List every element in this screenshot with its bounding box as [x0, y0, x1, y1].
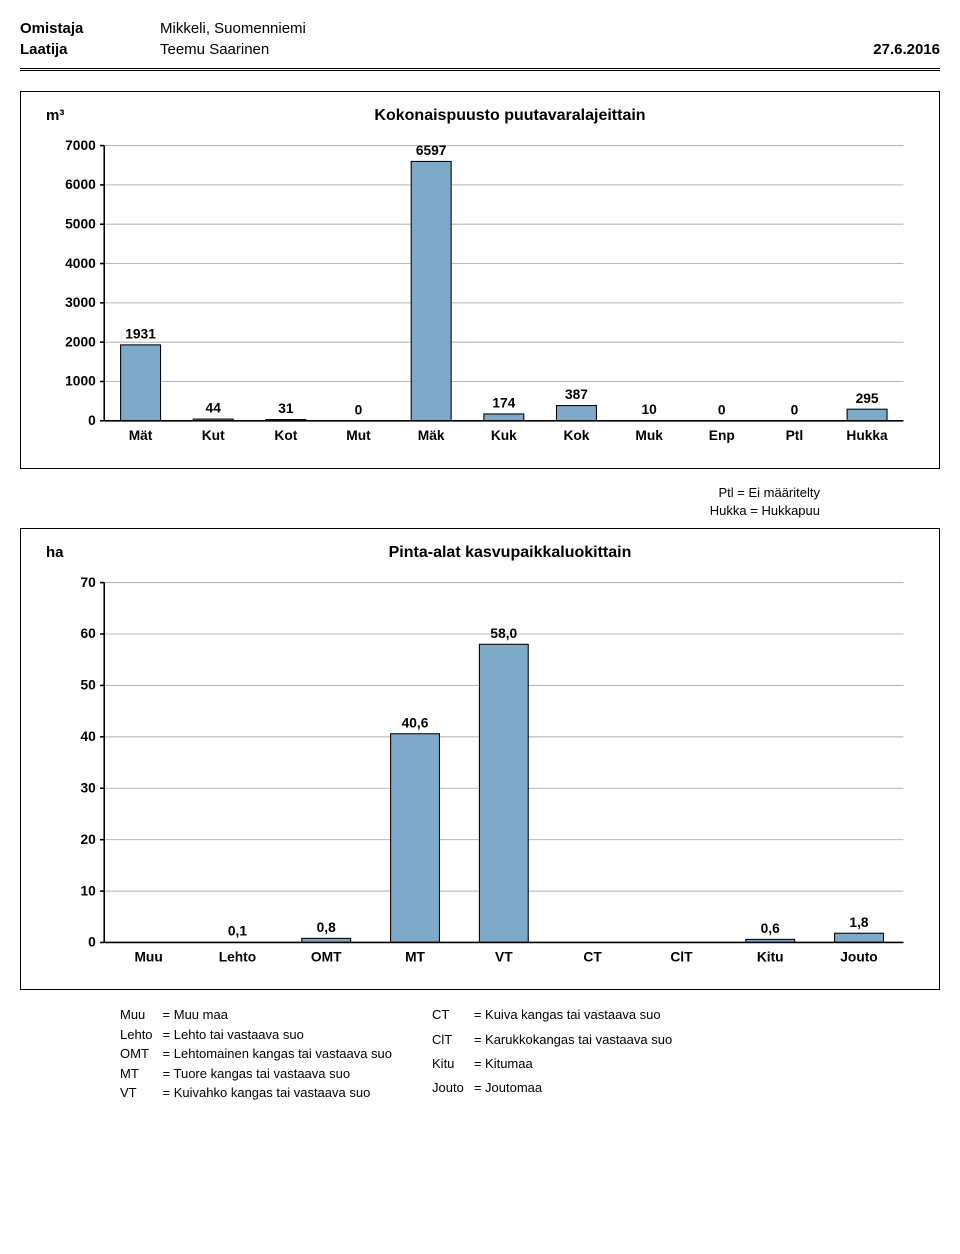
svg-text:5000: 5000 — [65, 216, 96, 231]
svg-text:1931: 1931 — [125, 327, 156, 342]
svg-text:10: 10 — [80, 883, 96, 898]
header-date: 27.6.2016 — [873, 41, 940, 58]
svg-text:Mut: Mut — [346, 428, 371, 443]
chart1-box: m³ Kokonaispuusto puutavaralajeittain 0 1… — [20, 91, 940, 469]
svg-text:Mäk: Mäk — [418, 428, 445, 443]
owner-label: Omistaja — [20, 20, 160, 37]
svg-text:70: 70 — [80, 575, 96, 590]
svg-text:30: 30 — [80, 780, 96, 795]
notes-block: Ptl = Ei määritelty Hukka = Hukkapuu — [20, 484, 940, 520]
svg-text:4000: 4000 — [65, 256, 96, 271]
legend-value: = Tuore kangas tai vastaava suo — [163, 1064, 392, 1084]
svg-text:58,0: 58,0 — [490, 626, 517, 641]
legend-key: CT — [432, 1005, 464, 1029]
legend-key: MT — [120, 1064, 153, 1084]
svg-text:1,8: 1,8 — [849, 915, 868, 930]
svg-text:ClT: ClT — [670, 949, 693, 964]
svg-text:295: 295 — [856, 391, 879, 406]
svg-text:Ptl: Ptl — [786, 428, 804, 443]
chart1-title: Kokonaispuusto puutavaralajeittain — [106, 107, 914, 125]
svg-text:0: 0 — [791, 402, 799, 417]
note-line2: Hukka = Hukkapuu — [20, 502, 820, 520]
svg-text:0,6: 0,6 — [761, 921, 780, 936]
header-row-author: Laatija Teemu Saarinen 27.6.2016 — [20, 41, 940, 58]
chart2-unit: ha — [46, 544, 106, 561]
svg-text:OMT: OMT — [311, 949, 342, 964]
svg-text:Kot: Kot — [274, 428, 297, 443]
legend-key: Lehto — [120, 1025, 153, 1045]
legend-key: Jouto — [432, 1078, 464, 1102]
author-value: Teemu Saarinen — [160, 41, 269, 58]
svg-text:Muk: Muk — [635, 428, 663, 443]
chart1-title-row: m³ Kokonaispuusto puutavaralajeittain — [46, 107, 914, 125]
svg-text:Lehto: Lehto — [219, 949, 256, 964]
svg-text:0: 0 — [718, 402, 726, 417]
legend-value: = Kitumaa — [474, 1054, 672, 1078]
legend-key: OMT — [120, 1044, 153, 1064]
svg-text:174: 174 — [492, 396, 515, 411]
svg-text:0,8: 0,8 — [317, 920, 336, 935]
legend-value: = Muu maa — [163, 1005, 392, 1025]
chart2-svg: 0 10 20 30 40 50 60 70 Muu 0,1 Lehto 0,8 OMT 40,6 MT 58… — [46, 572, 914, 974]
svg-text:40: 40 — [80, 729, 96, 744]
legend-value: = Lehtomainen kangas tai vastaava suo — [163, 1044, 392, 1064]
legend-key: VT — [120, 1083, 153, 1103]
svg-text:387: 387 — [565, 387, 588, 402]
legend-key: ClT — [432, 1030, 464, 1054]
svg-text:0: 0 — [88, 413, 96, 428]
svg-text:6000: 6000 — [65, 177, 96, 192]
legend-value: = Kuivahko kangas tai vastaava suo — [163, 1083, 392, 1103]
svg-text:0: 0 — [355, 402, 363, 417]
svg-text:60: 60 — [80, 626, 96, 641]
chart1-svg: 010002000300040005000600070001931Mät44Ku… — [46, 135, 914, 453]
svg-text:Mät: Mät — [129, 428, 153, 443]
svg-text:31: 31 — [278, 401, 294, 416]
svg-text:VT: VT — [495, 949, 513, 964]
svg-text:Muu: Muu — [134, 949, 162, 964]
author-label: Laatija — [20, 41, 160, 58]
svg-text:7000: 7000 — [65, 138, 96, 153]
svg-text:0,1: 0,1 — [228, 924, 247, 939]
legend-value: = Karukkokangas tai vastaava suo — [474, 1030, 672, 1054]
svg-text:CT: CT — [583, 949, 602, 964]
svg-text:Enp: Enp — [709, 428, 735, 443]
header-rule — [20, 68, 940, 71]
legend-block: Muu = Muu maa Lehto = Lehto tai vastaava su… — [20, 1005, 940, 1103]
owner-value: Mikkeli, Suomenniemi — [160, 20, 306, 37]
svg-text:3000: 3000 — [65, 295, 96, 310]
chart2-title-row: ha Pinta-alat kasvupaikkaluokittain — [46, 544, 914, 562]
legend-col2: CT = Kuiva kangas tai vastaava suo ClT = Ka… — [432, 1005, 672, 1103]
note-line1: Ptl = Ei määritelty — [20, 484, 820, 502]
svg-text:1000: 1000 — [65, 374, 96, 389]
legend-value: = Lehto tai vastaava suo — [163, 1025, 392, 1045]
legend-key: Kitu — [432, 1054, 464, 1078]
chart2-box: ha Pinta-alat kasvupaikkaluokittain 0 10 2… — [20, 528, 940, 990]
svg-text:Hukka: Hukka — [846, 428, 888, 443]
legend-value: = Joutomaa — [474, 1078, 672, 1102]
svg-text:6597: 6597 — [416, 143, 447, 158]
svg-text:Kitu: Kitu — [757, 949, 784, 964]
svg-text:2000: 2000 — [65, 334, 96, 349]
chart2-title: Pinta-alat kasvupaikkaluokittain — [106, 544, 914, 562]
header-row-owner: Omistaja Mikkeli, Suomenniemi — [20, 20, 940, 37]
svg-text:40,6: 40,6 — [402, 715, 429, 730]
svg-text:44: 44 — [206, 401, 222, 416]
chart1-unit: m³ — [46, 107, 106, 124]
svg-text:50: 50 — [80, 678, 96, 693]
legend-col1: Muu = Muu maa Lehto = Lehto tai vastaava su… — [120, 1005, 392, 1103]
svg-text:Kok: Kok — [563, 428, 589, 443]
svg-text:Jouto: Jouto — [840, 949, 877, 964]
legend-value: = Kuiva kangas tai vastaava suo — [474, 1005, 672, 1029]
svg-text:Kuk: Kuk — [491, 428, 517, 443]
svg-text:10: 10 — [641, 402, 657, 417]
legend-key: Muu — [120, 1005, 153, 1025]
svg-text:MT: MT — [405, 949, 425, 964]
svg-text:Kut: Kut — [202, 428, 225, 443]
svg-text:0: 0 — [88, 935, 96, 950]
svg-text:20: 20 — [80, 832, 96, 847]
